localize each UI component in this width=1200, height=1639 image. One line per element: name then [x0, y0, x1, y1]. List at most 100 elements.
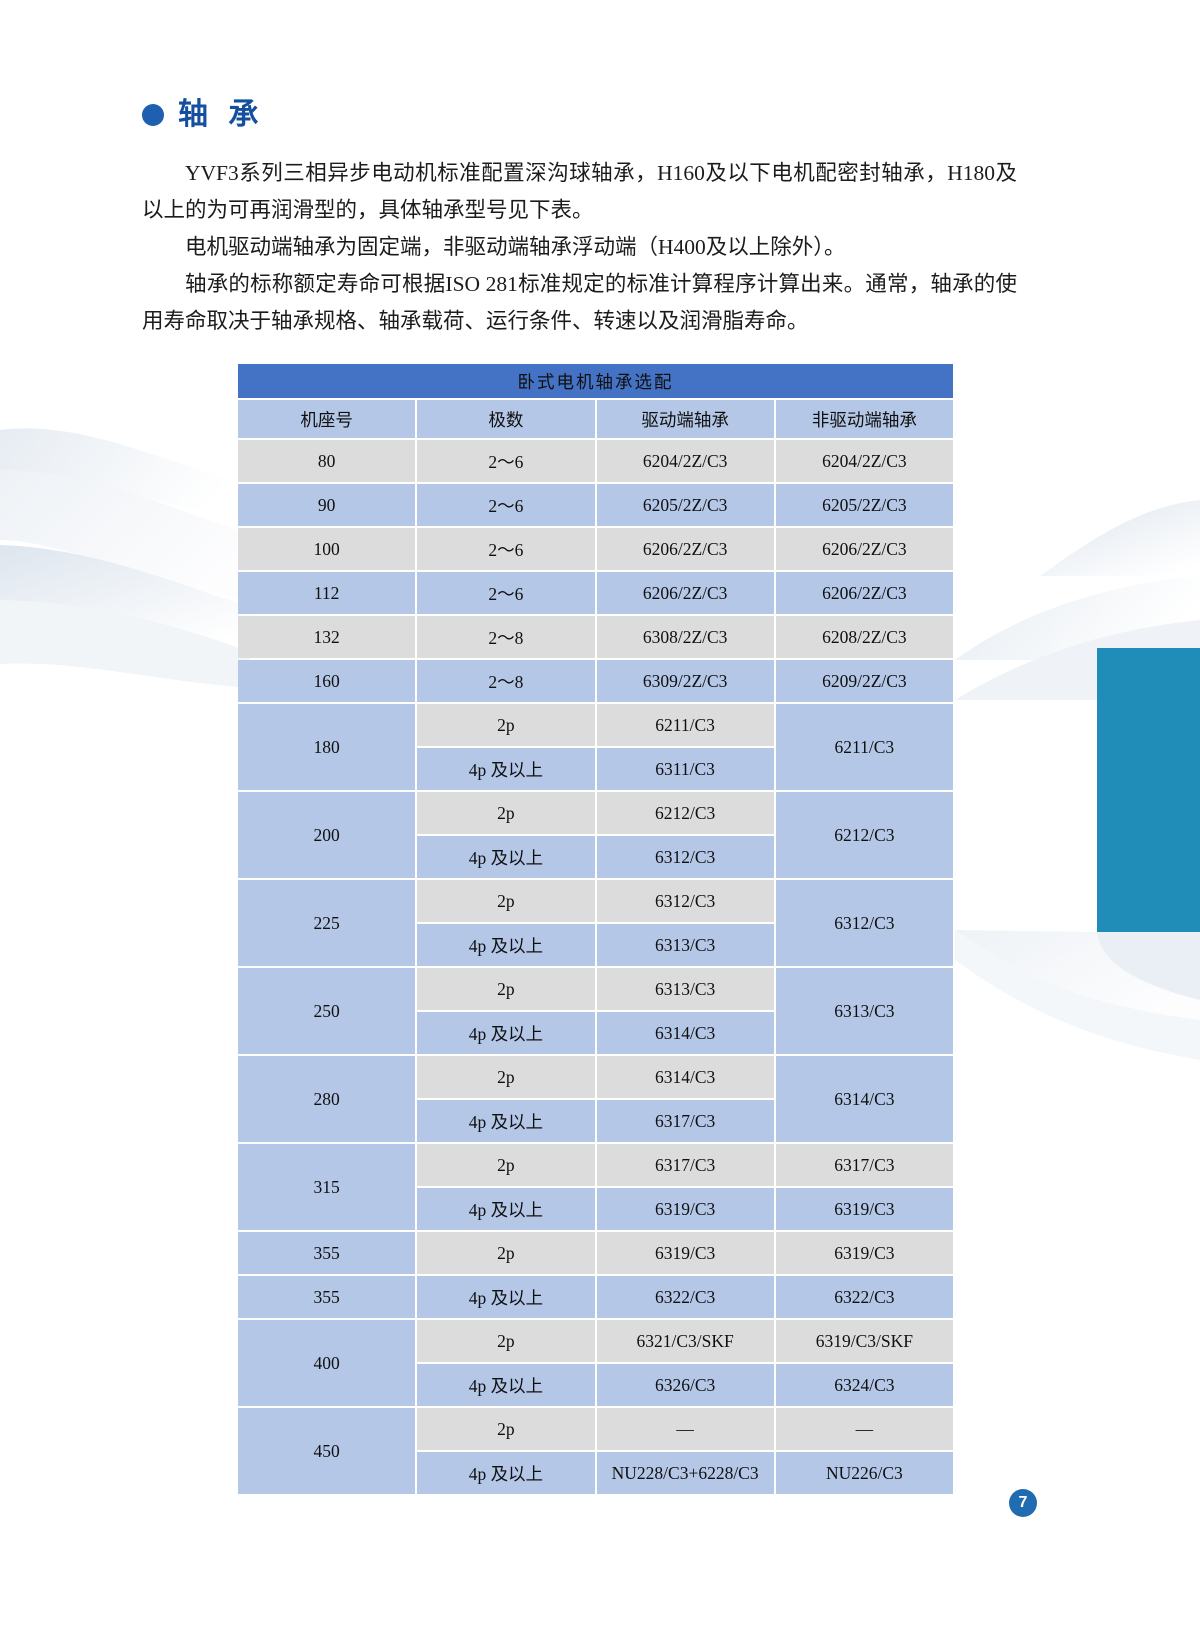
cell-poles: 2p [417, 704, 595, 746]
cell-poles: 2p [417, 1144, 595, 1186]
cell-drive-end: 6314/C3 [596, 1012, 774, 1054]
cell-drive-end: 6313/C3 [596, 924, 774, 966]
cell-non-drive-end: 6206/2Z/C3 [775, 528, 953, 570]
cell-non-drive-end: 6209/2Z/C3 [775, 660, 953, 702]
table-row: 315 2p 6317/C3 6317/C3 [238, 1144, 953, 1230]
side-tab [1097, 648, 1200, 932]
table-header-row: 机座号 极数 驱动端轴承 非驱动端轴承 [238, 400, 953, 438]
paragraph-1: YVF3系列三相异步电动机标准配置深沟球轴承，H160及以下电机配密封轴承，H1… [142, 161, 1017, 222]
cell-drive-end: 6317/C3 [596, 1100, 774, 1142]
cell-non-drive-end: 6208/2Z/C3 [775, 616, 953, 658]
cell-drive-end: 6319/C3 [596, 1188, 774, 1230]
cell-non-drive-end: 6317/C3 [775, 1144, 953, 1186]
cell-drive-end: 6326/C3 [596, 1364, 774, 1406]
cell-drive-end: 6319/C3 [596, 1232, 774, 1274]
cell-poles: 2p [417, 1056, 595, 1098]
cell-non-drive-end: 6314/C3 [775, 1056, 953, 1142]
table-row: 4p 及以上 6314/C3 [238, 1012, 953, 1054]
table-row: 100 2～6 6206/2Z/C3 6206/2Z/C3 [238, 528, 953, 570]
column-header-non-drive-end: 非驱动端轴承 [775, 400, 953, 438]
cell-drive-end: 6206/2Z/C3 [596, 572, 774, 614]
cell-non-drive-end: 6212/C3 [775, 792, 953, 878]
cell-drive-end: 6308/2Z/C3 [596, 616, 774, 658]
cell-poles: 4p 及以上 [417, 1188, 595, 1230]
cell-poles: 2p [417, 1232, 595, 1274]
paragraph-2: 电机驱动端轴承为固定端，非驱动端轴承浮动端（H400及以上除外）。 [185, 235, 846, 259]
cell-drive-end: 6204/2Z/C3 [596, 440, 774, 482]
cell-non-drive-end: 6204/2Z/C3 [775, 440, 953, 482]
cell-non-drive-end: 6206/2Z/C3 [775, 572, 953, 614]
cell-poles: 2p [417, 1320, 595, 1362]
cell-non-drive-end: 6319/C3/SKF [775, 1320, 953, 1362]
cell-frame: 400 [238, 1320, 416, 1406]
cell-poles: 2～6 [417, 484, 595, 526]
cell-poles: 2p [417, 1408, 595, 1450]
table-row: 225 2p 6312/C3 6312/C3 [238, 880, 953, 966]
cell-frame: 250 [238, 968, 416, 1054]
table-row: 160 2～8 6309/2Z/C3 6209/2Z/C3 [238, 660, 953, 702]
cell-frame: 280 [238, 1056, 416, 1142]
cell-drive-end: 6317/C3 [596, 1144, 774, 1186]
table-row: 4p 及以上 6317/C3 [238, 1100, 953, 1142]
cell-non-drive-end: — [775, 1408, 953, 1450]
cell-drive-end: 6314/C3 [596, 1056, 774, 1098]
cell-drive-end: 6311/C3 [596, 748, 774, 790]
cell-frame: 90 [238, 484, 416, 526]
page-title: 轴 承 [178, 98, 265, 131]
cell-non-drive-end: 6205/2Z/C3 [775, 484, 953, 526]
table-row: 180 2p 6211/C3 6211/C3 [238, 704, 953, 790]
cell-frame: 225 [238, 880, 416, 966]
cell-frame: 80 [238, 440, 416, 482]
cell-poles: 2p [417, 880, 595, 922]
column-header-frame: 机座号 [238, 400, 416, 438]
cell-non-drive-end: 6324/C3 [775, 1364, 953, 1406]
cell-frame: 450 [238, 1408, 416, 1494]
cell-drive-end: 6212/C3 [596, 792, 774, 834]
cell-non-drive-end: NU226/C3 [775, 1452, 953, 1494]
cell-non-drive-end: 6211/C3 [775, 704, 953, 790]
bearing-selection-table: 卧式电机轴承选配 机座号 极数 驱动端轴承 非驱动端轴承 80 2～6 6204… [236, 362, 955, 1496]
bearing-table-wrapper: 卧式电机轴承选配 机座号 极数 驱动端轴承 非驱动端轴承 80 2～6 6204… [236, 362, 955, 1496]
cell-drive-end: 6309/2Z/C3 [596, 660, 774, 702]
table-row: 355 2p 6319/C3 6319/C3 [238, 1232, 953, 1274]
bullet-icon [142, 104, 164, 126]
table-row: 450 2p — — [238, 1408, 953, 1494]
cell-drive-end: 6211/C3 [596, 704, 774, 746]
cell-poles: 2～8 [417, 660, 595, 702]
cell-non-drive-end: 6322/C3 [775, 1276, 953, 1318]
cell-poles: 2～6 [417, 528, 595, 570]
cell-frame: 355 [238, 1276, 416, 1318]
cell-non-drive-end: 6313/C3 [775, 968, 953, 1054]
cell-poles: 4p 及以上 [417, 836, 595, 878]
table-row: 4p 及以上 6311/C3 [238, 748, 953, 790]
cell-poles: 2～6 [417, 572, 595, 614]
table-row: 132 2～8 6308/2Z/C3 6208/2Z/C3 [238, 616, 953, 658]
table-row: 355 4p 及以上 6322/C3 6322/C3 [238, 1276, 953, 1318]
cell-non-drive-end: 6312/C3 [775, 880, 953, 966]
cell-drive-end: — [596, 1408, 774, 1450]
table-row: 280 2p 6314/C3 6314/C3 [238, 1056, 953, 1142]
cell-frame: 112 [238, 572, 416, 614]
table-row: 250 2p 6313/C3 6313/C3 [238, 968, 953, 1054]
body-text: YVF3系列三相异步电动机标准配置深沟球轴承，H160及以下电机配密封轴承，H1… [142, 155, 1017, 340]
cell-drive-end: 6322/C3 [596, 1276, 774, 1318]
table-row: 112 2～6 6206/2Z/C3 6206/2Z/C3 [238, 572, 953, 614]
cell-frame: 160 [238, 660, 416, 702]
table-title: 卧式电机轴承选配 [238, 364, 953, 398]
cell-poles: 4p 及以上 [417, 1364, 595, 1406]
cell-drive-end: 6313/C3 [596, 968, 774, 1010]
paragraph-3: 轴承的标称额定寿命可根据ISO 281标准规定的标准计算程序计算出来。通常，轴承… [142, 272, 1017, 333]
cell-non-drive-end: 6319/C3 [775, 1188, 953, 1230]
cell-drive-end: NU228/C3+6228/C3 [596, 1452, 774, 1494]
table-row: 4p 及以上 6319/C3 6319/C3 [238, 1188, 953, 1230]
cell-poles: 4p 及以上 [417, 1012, 595, 1054]
table-row: 400 2p 6321/C3/SKF 6319/C3/SKF [238, 1320, 953, 1406]
cell-frame: 100 [238, 528, 416, 570]
cell-non-drive-end: 6319/C3 [775, 1232, 953, 1274]
table-row: 4p 及以上 6312/C3 [238, 836, 953, 878]
cell-poles: 2p [417, 968, 595, 1010]
cell-frame: 132 [238, 616, 416, 658]
cell-drive-end: 6321/C3/SKF [596, 1320, 774, 1362]
column-header-drive-end: 驱动端轴承 [596, 400, 774, 438]
cell-drive-end: 6312/C3 [596, 880, 774, 922]
